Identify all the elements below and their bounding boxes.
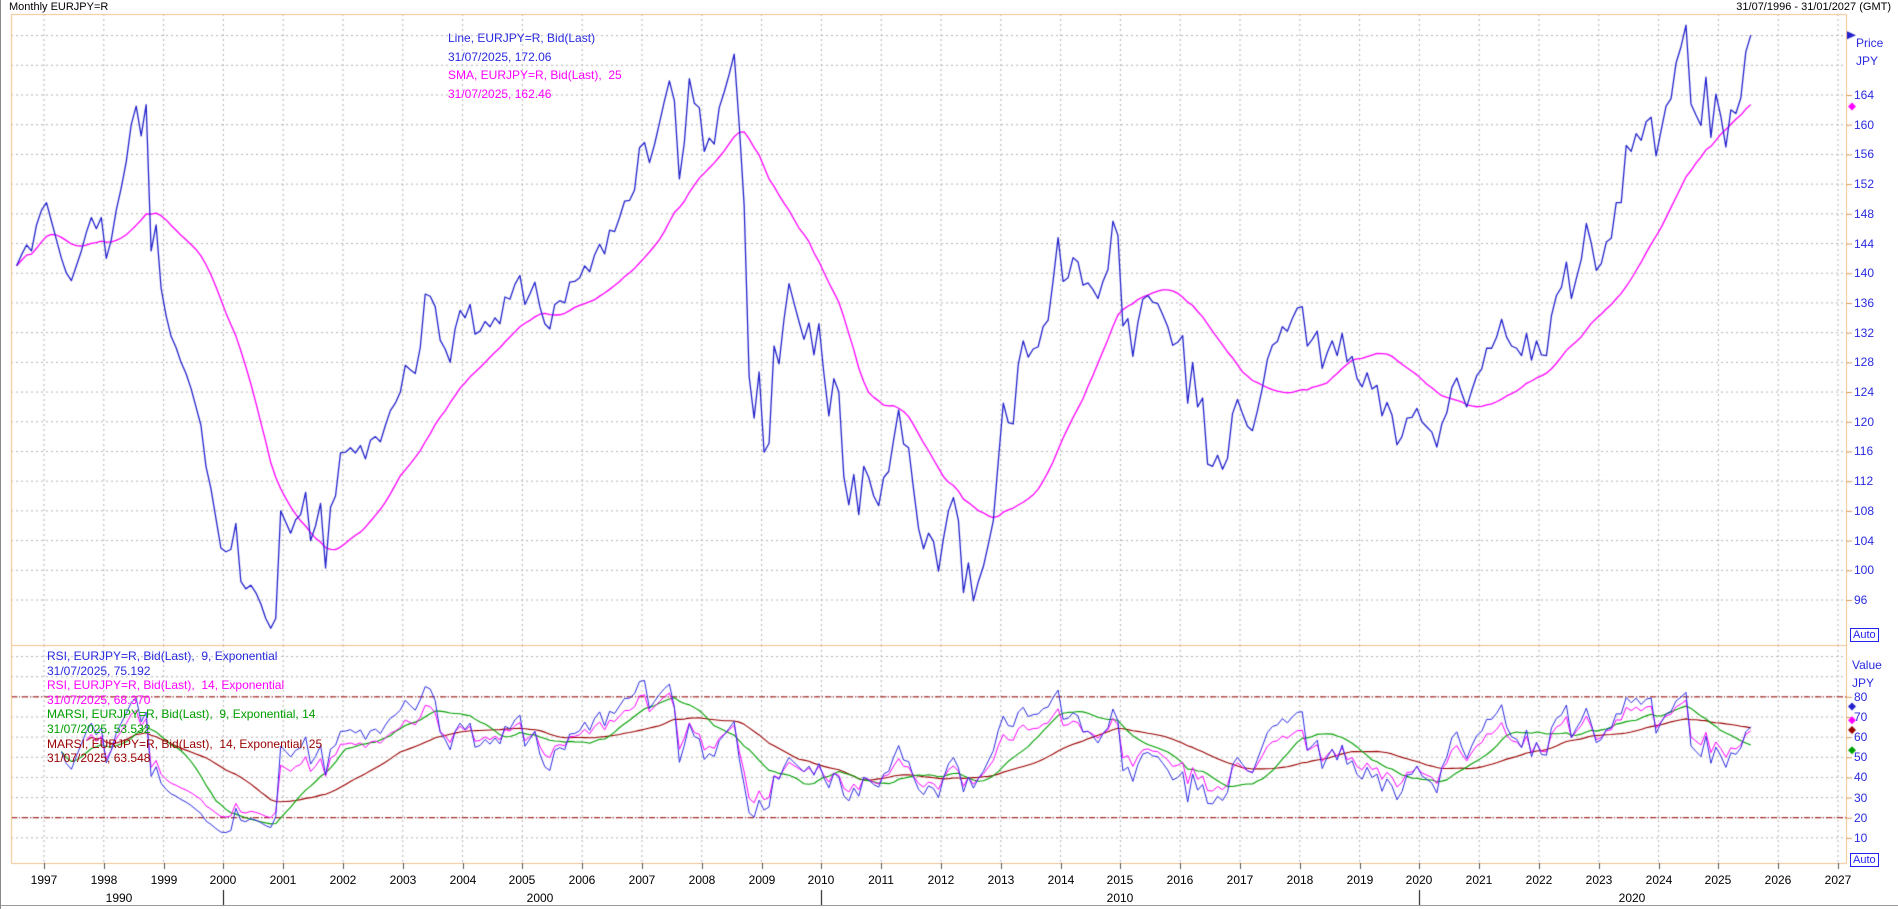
value-tick-label: 40 — [1854, 770, 1868, 784]
x-axis-year-label: 2017 — [1226, 873, 1254, 887]
value-tick-label: 60 — [1854, 730, 1868, 744]
x-axis-year-label: 2020 — [1405, 873, 1433, 887]
price-tick-label: 156 — [1854, 147, 1875, 161]
price-tick-label: 136 — [1854, 296, 1875, 310]
x-axis-year-label: 1997 — [30, 873, 58, 887]
rsi-legend-line[interactable]: MARSI, EURJPY=R, Bid(Last), 9, Exponenti… — [47, 707, 316, 721]
x-axis-decade-label: 2020 — [1618, 891, 1646, 905]
price-tick-label: 124 — [1854, 385, 1875, 399]
x-axis-year-label: 2000 — [209, 873, 237, 887]
rsi-legend-line[interactable]: 31/07/2025, 53.532 — [47, 722, 151, 736]
chart-title: Monthly EURJPY=R — [9, 1, 109, 13]
value-tick-label: 30 — [1854, 791, 1868, 805]
price-tick-label: 116 — [1854, 444, 1874, 458]
price-axis-unit: JPY — [1856, 54, 1879, 68]
rsi-legend-line[interactable]: RSI, EURJPY=R, Bid(Last), 14, Exponentia… — [47, 678, 285, 692]
x-axis-year-label: 2010 — [807, 873, 835, 887]
x-axis-year-label: 1999 — [150, 873, 178, 887]
x-axis-year-label: 2025 — [1704, 873, 1732, 887]
x-axis-year-label: 2014 — [1047, 873, 1075, 887]
price-legend-line[interactable]: SMA, EURJPY=R, Bid(Last), 25 — [448, 68, 622, 82]
x-axis-year-label: 2011 — [868, 873, 894, 887]
value-axis-unit: JPY — [1852, 676, 1875, 690]
x-axis-year-label: 1998 — [90, 873, 118, 887]
price-axis-auto-button[interactable]: Auto — [1850, 628, 1879, 642]
x-axis-year-label: 2004 — [449, 873, 477, 887]
value-tick-label: 10 — [1854, 831, 1868, 845]
price-tick-label: 120 — [1854, 415, 1875, 429]
price-tick-label: 96 — [1854, 593, 1868, 607]
x-axis-year-label: 2008 — [688, 873, 716, 887]
value-axis-auto-button[interactable]: Auto — [1850, 853, 1879, 867]
x-axis-decade-label: 2010 — [1106, 891, 1134, 905]
x-axis-year-label: 2015 — [1106, 873, 1134, 887]
value-tick-label: 50 — [1854, 750, 1868, 764]
date-range-label: 31/07/1996 - 31/01/2027 (GMT) — [1736, 1, 1891, 13]
x-axis-decade-label: 1990 — [105, 891, 133, 905]
x-axis-year-label: 2027 — [1824, 873, 1852, 887]
rsi-legend-line[interactable]: MARSI, EURJPY=R, Bid(Last), 14, Exponent… — [47, 737, 323, 751]
x-axis-year-label: 2013 — [987, 873, 1015, 887]
price-tick-label: 112 — [1854, 474, 1874, 488]
rsi-legend-line[interactable]: 31/07/2025, 68.370 — [47, 693, 151, 707]
rsi-legend-line[interactable]: 31/07/2025, 75.192 — [47, 664, 151, 678]
price-tick-label: 104 — [1854, 534, 1875, 548]
x-axis-year-label: 2007 — [628, 873, 656, 887]
price-tick-label: 148 — [1854, 207, 1875, 221]
x-axis-year-label: 2002 — [329, 873, 357, 887]
price-tick-label: 128 — [1854, 355, 1875, 369]
x-axis-year-label: 2016 — [1166, 873, 1194, 887]
price-tick-label: 108 — [1854, 504, 1875, 518]
rsi-legend-line[interactable]: 31/07/2025, 63.548 — [47, 751, 151, 765]
price-legend-line[interactable]: Line, EURJPY=R, Bid(Last) — [448, 31, 596, 45]
x-axis-year-label: 2026 — [1764, 873, 1792, 887]
price-tick-label: 144 — [1854, 237, 1875, 251]
price-axis-title: Price — [1856, 36, 1884, 50]
price-tick-label: 152 — [1854, 177, 1875, 191]
x-axis-year-label: 2023 — [1585, 873, 1613, 887]
x-axis-year-label: 2005 — [508, 873, 536, 887]
value-tick-label: 20 — [1854, 811, 1868, 825]
rsi-legend-line[interactable]: RSI, EURJPY=R, Bid(Last), 9, Exponential — [47, 649, 278, 663]
value-axis-title: Value — [1852, 658, 1882, 672]
price-tick-label: 140 — [1854, 266, 1875, 280]
value-tick-label: 70 — [1854, 710, 1868, 724]
price-legend-line[interactable]: 31/07/2025, 172.06 — [448, 50, 552, 64]
price-tick-label: 164 — [1854, 88, 1875, 102]
x-axis-year-label: 2024 — [1645, 873, 1673, 887]
price-tick-label: 160 — [1854, 118, 1875, 132]
window-bottom-edge — [1, 905, 1898, 906]
value-tick-label: 80 — [1854, 690, 1868, 704]
x-axis-decade-label: 2000 — [526, 891, 554, 905]
x-axis-year-label: 2006 — [568, 873, 596, 887]
price-tick-label: 100 — [1854, 563, 1875, 577]
x-axis-year-label: 2012 — [927, 873, 955, 887]
x-axis-year-label: 2009 — [748, 873, 776, 887]
x-axis-year-label: 2021 — [1465, 873, 1493, 887]
x-axis-year-label: 2018 — [1286, 873, 1314, 887]
x-axis-year-label: 2001 — [269, 873, 297, 887]
x-axis-year-label: 2003 — [389, 873, 417, 887]
price-tick-label: 132 — [1854, 326, 1875, 340]
price-legend-line[interactable]: 31/07/2025, 162.46 — [448, 87, 552, 101]
x-axis-year-label: 2022 — [1525, 873, 1553, 887]
x-axis-year-label: 2019 — [1346, 873, 1374, 887]
